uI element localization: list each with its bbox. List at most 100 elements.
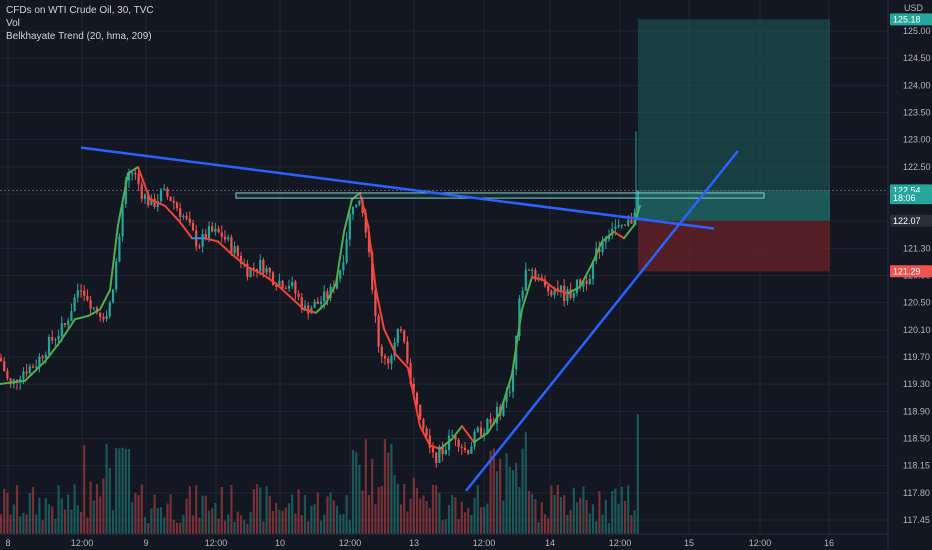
price-badge-label: 121.29 (893, 266, 921, 276)
trend-segment (59, 318, 76, 343)
drawings[interactable] (80, 146, 765, 492)
candle-body (614, 226, 617, 229)
volume-bar (131, 501, 134, 534)
volume-bar (495, 471, 499, 534)
volume-bar (44, 498, 47, 534)
candle-body (44, 354, 47, 359)
candle-body (406, 341, 409, 364)
volume-bar (582, 486, 585, 534)
volume-bar (595, 521, 598, 534)
volume-bar (419, 498, 422, 534)
candle-body (140, 184, 143, 199)
candle-body (281, 280, 284, 288)
volume-bar (0, 514, 3, 534)
volume-bar (15, 485, 19, 534)
candle-body (566, 289, 569, 302)
volume-bar (310, 505, 313, 534)
volume-bar (169, 494, 172, 534)
time-tick-label: 12:00 (71, 538, 94, 548)
candle-body (246, 263, 249, 277)
price-badge-label: 122.54 (893, 185, 921, 195)
trend-segment (367, 224, 377, 292)
candle-body (534, 270, 537, 280)
time-tick-label: 12:00 (473, 538, 496, 548)
candle-body (51, 336, 54, 341)
volume-bar (492, 448, 495, 534)
candle-body (377, 315, 380, 347)
volume-bar (185, 498, 188, 534)
trend-segment (613, 230, 625, 240)
time-tick-label: 16 (824, 538, 834, 548)
trend-segment (303, 308, 317, 314)
volume-bar (287, 503, 291, 534)
candle-body (467, 450, 470, 454)
volume-bar (204, 495, 207, 534)
candle-body (179, 208, 182, 217)
symbol-title[interactable]: CFDs on WTI Crude Oil, 30, TVC (6, 5, 154, 16)
volume-bar (294, 513, 297, 534)
volume-bar (70, 509, 73, 534)
volume-bar (601, 514, 604, 534)
price-tick-label: 123.50 (903, 108, 931, 118)
volume-bar (172, 519, 175, 534)
volume-bar (547, 518, 550, 534)
candle-body (495, 406, 499, 424)
volume-bar (233, 521, 236, 534)
time-tick-label: 12:00 (609, 538, 632, 548)
candle-body (367, 232, 371, 253)
candle-body (390, 355, 393, 364)
trend-indicator (0, 166, 641, 450)
volume-bar (255, 484, 259, 534)
trend-segment (451, 425, 463, 441)
volume-bar (531, 493, 534, 534)
volume-bar (444, 519, 447, 534)
candle-body (169, 196, 172, 201)
candle-body (374, 289, 377, 316)
trend-segment (127, 166, 139, 175)
candle-body (431, 447, 435, 453)
volume-bar (377, 487, 380, 534)
volume-bar (246, 523, 249, 534)
volume-bar (406, 511, 409, 534)
trend-segment (335, 230, 345, 285)
trend-segment (531, 276, 545, 282)
candle-body (291, 281, 294, 287)
candle-body (527, 269, 531, 271)
volume-bar (83, 445, 86, 534)
volume-bar (387, 452, 390, 534)
candle-body (502, 402, 505, 416)
candle-body (166, 188, 169, 197)
time-tick-label: 15 (684, 538, 694, 548)
trend-segment (601, 230, 615, 243)
grid (0, 0, 888, 534)
volume-bar (79, 511, 83, 534)
volume-bar (201, 495, 204, 534)
candle-body (255, 268, 259, 272)
indicator-legend[interactable]: Belkhayate Trend (20, hma, 209) (6, 31, 152, 42)
candle-body (275, 284, 278, 287)
volume-bar (540, 502, 543, 534)
volume-bar (63, 509, 67, 534)
candle-body (585, 280, 588, 285)
candle-body (380, 346, 383, 357)
position-zones (0, 19, 888, 272)
volume-bar (473, 497, 476, 534)
candle-body (326, 291, 329, 299)
time-axis[interactable]: 8 12:00 9 12:00 10 12:00 13 12:00 14 12:00 15 12:00… (0, 533, 888, 548)
candle-body (182, 215, 185, 217)
candle-body (387, 358, 390, 364)
candle-body (598, 248, 601, 253)
volume-bar (438, 492, 441, 534)
volume-bar (332, 500, 335, 534)
volume-bar (319, 520, 323, 534)
candle-body (227, 237, 230, 240)
resistance-zone (235, 192, 765, 199)
volume-bar (511, 470, 515, 534)
candle-body (204, 233, 207, 240)
candle-body (28, 366, 31, 374)
candle-body (134, 172, 137, 175)
candle-body (351, 206, 355, 215)
candle-body (604, 239, 607, 243)
volume-legend[interactable]: Vol (6, 18, 20, 29)
